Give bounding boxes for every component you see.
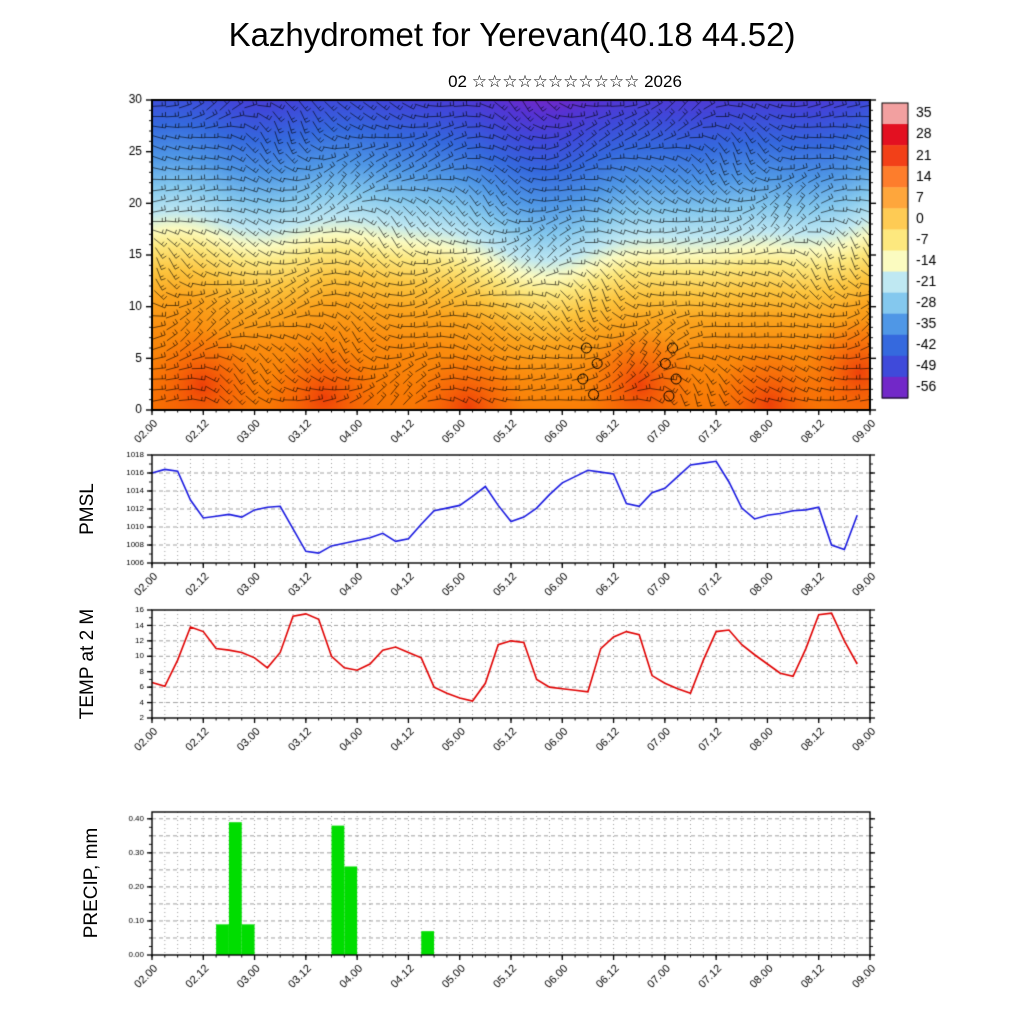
precip-axis-label: PRECIP, mm	[81, 827, 102, 939]
page-title: Kazhydromet for Yerevan(40.18 44.52)	[228, 16, 796, 53]
pmsl-axis-label: PMSL	[77, 483, 98, 535]
temp-axis-label: TEMP at 2 M	[77, 608, 98, 720]
chart-subtitle: 02 ☆☆☆☆☆☆☆☆☆☆☆ 2026	[448, 72, 682, 91]
